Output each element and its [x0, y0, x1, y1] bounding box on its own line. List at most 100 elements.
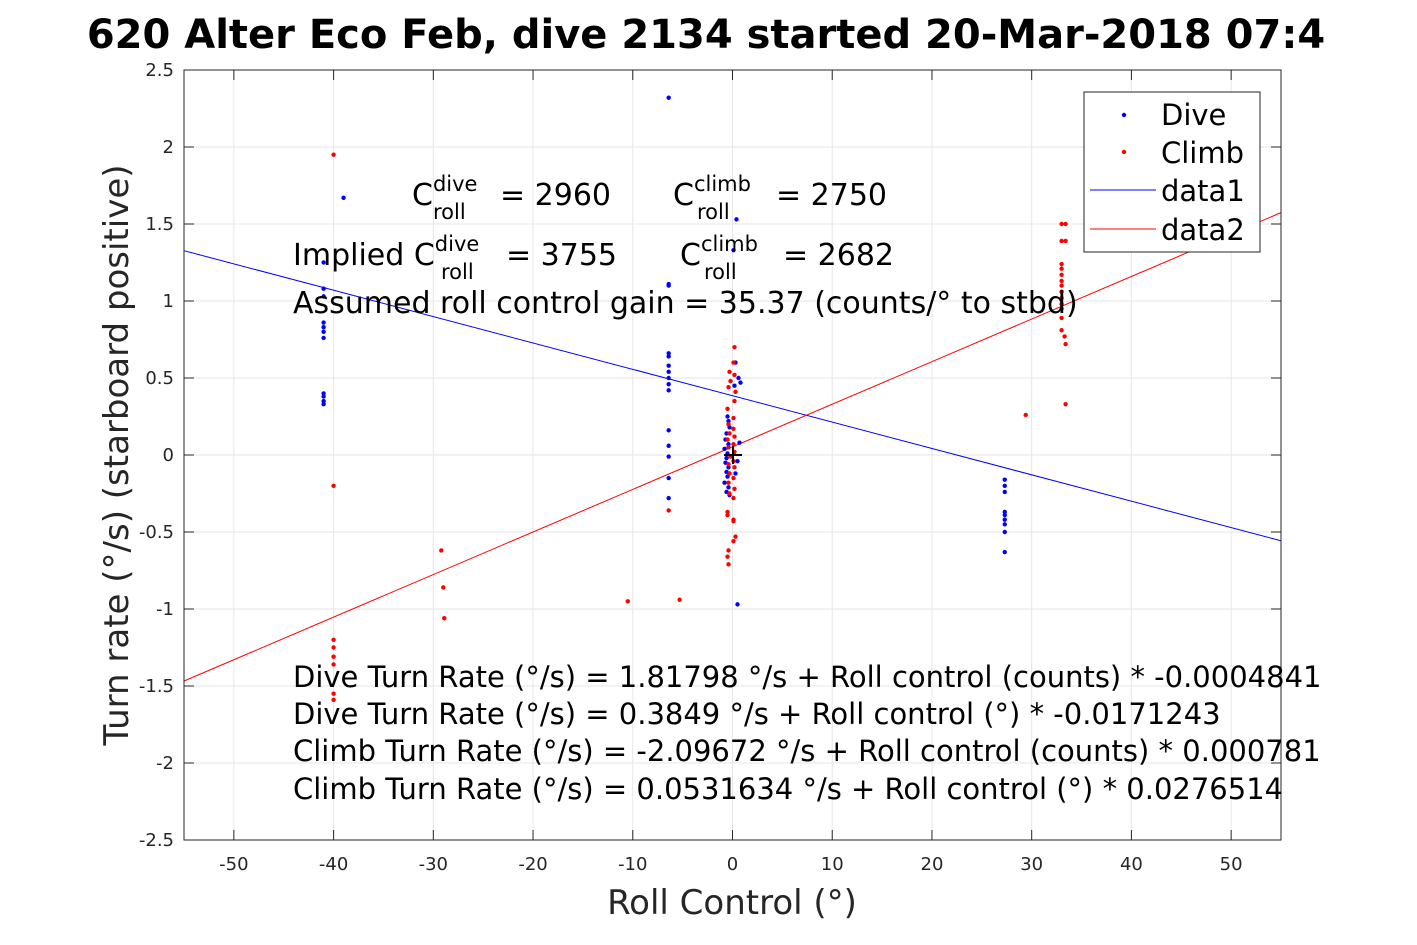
dive-data-point [666, 475, 671, 481]
dive-data-point [666, 369, 671, 375]
dive-data-point [735, 458, 740, 464]
dive-data-point [666, 283, 671, 288]
dive-data-point [726, 485, 731, 490]
dive-data-point [321, 335, 326, 341]
plot-frame [183, 69, 1282, 841]
fit-equation-line: Climb Turn Rate (°/s) = 0.0531634 °/s + … [293, 772, 1283, 806]
dive-data-point [1002, 512, 1007, 518]
x-axis-label: Roll Control (°) [607, 883, 857, 923]
climb-data-point [1059, 278, 1064, 284]
dive-data-point [1002, 483, 1007, 488]
climb-data-point [727, 431, 732, 436]
legend-marker-dive [1121, 112, 1127, 118]
climb-data-point [731, 539, 736, 544]
fit-equation-line: Dive Turn Rate (°/s) = 1.81798 °/s + Rol… [293, 660, 1321, 694]
climb-data-point [732, 398, 737, 404]
climb-data-point [1059, 306, 1064, 311]
y-axis-label: Turn rate (°/s) (starboard positive) [97, 164, 137, 746]
climb-data-point [1059, 221, 1064, 227]
dive-data-point [1002, 489, 1007, 495]
roll-coefficient-annotations: Cdive roll = 2960 Cclimb roll = 2750 Implied… [293, 172, 1078, 321]
x-tick-label: -40 [319, 854, 348, 875]
dive-data-point [666, 95, 671, 100]
x-tick-label: 20 [921, 854, 944, 875]
climb-data-point [1059, 272, 1064, 278]
climb-data-point [442, 616, 447, 621]
y-tick-label: 1 [163, 291, 174, 312]
climb-data-point [331, 645, 336, 650]
dive-data-point [734, 217, 739, 222]
dive-data-point [321, 324, 326, 330]
climb-data-point [731, 415, 736, 421]
dive-data-point [1002, 549, 1007, 555]
axis-ticks: -50 -40 -30 -20 -10 0 10 20 30 40 50-2.5-2-1.5-1-0… [139, 60, 1281, 875]
climb-data-point [331, 483, 336, 488]
dive-data-point [1002, 509, 1007, 515]
climb-data-point [731, 360, 736, 365]
legend-marker-climb [1121, 149, 1127, 155]
dive-data-point [722, 480, 727, 485]
x-tick-label: -50 [219, 854, 248, 875]
dive-data-point [666, 363, 671, 368]
legend-label-dive: Dive [1161, 98, 1226, 132]
climb-data-point [331, 152, 336, 157]
dive-data-point [666, 428, 671, 433]
dive-data-point [321, 286, 326, 291]
climb-data-point [727, 491, 732, 496]
dive-data-point [726, 465, 731, 470]
climb-data-point [731, 519, 736, 524]
climb-data-point [726, 480, 731, 485]
climb-data-point [441, 585, 446, 590]
fit-line-data1 [183, 250, 1282, 542]
data-points [321, 95, 1068, 703]
dive-data-point [321, 294, 326, 299]
dive-data-point [1002, 529, 1007, 535]
climb-data-point [726, 562, 731, 567]
climb-data-point [1059, 315, 1064, 321]
dive-data-point [321, 401, 326, 407]
climb-data-point [1059, 261, 1064, 267]
implied-c-roll-dive-annotation: Implied Cdive roll = 3755 [293, 232, 617, 284]
climb-data-point [732, 345, 737, 350]
dive-data-point [1002, 477, 1007, 482]
climb-data-point [731, 426, 736, 432]
climb-data-point [1059, 295, 1064, 301]
y-tick-label: 0 [163, 445, 174, 466]
dive-data-point [726, 418, 731, 424]
climb-data-point [1059, 328, 1064, 333]
dive-data-point [1002, 517, 1007, 522]
y-tick-label: -1.5 [139, 676, 174, 697]
dive-data-point [1002, 522, 1007, 527]
chart-title: 620 Alter Eco Feb, dive 2134 started 20-… [87, 12, 1325, 58]
x-tick-label: -30 [419, 854, 448, 875]
climb-data-point [1062, 334, 1067, 339]
x-tick-label: 10 [821, 854, 844, 875]
climb-data-point [727, 471, 732, 476]
climb-data-point [726, 445, 731, 450]
climb-data-point [1063, 238, 1068, 244]
climb-data-point [439, 548, 444, 553]
climb-data-point [732, 465, 737, 470]
dive-data-point [666, 388, 671, 393]
climb-data-point [725, 406, 730, 411]
climb-data-point [1059, 289, 1064, 294]
climb-data-point [732, 434, 737, 439]
climb-data-point [331, 697, 336, 703]
x-tick-label: -10 [618, 854, 647, 875]
roll-control-gain-annotation: Assumed roll control gain = 35.37 (count… [293, 286, 1078, 321]
legend-box [1083, 91, 1261, 253]
dive-data-point [722, 446, 727, 452]
climb-data-point [1059, 238, 1064, 244]
dive-data-point [733, 471, 738, 476]
y-tick-label: -0.5 [139, 522, 174, 543]
climb-data-point [1059, 283, 1064, 288]
climb-data-point [1063, 401, 1068, 407]
dive-data-point [737, 440, 742, 445]
climb-data-point [725, 437, 730, 442]
climb-data-point [1059, 301, 1064, 307]
dive-data-point [321, 391, 326, 396]
climb-data-point [725, 554, 730, 559]
climb-data-point [666, 508, 671, 513]
y-tick-label: 1.5 [145, 214, 174, 235]
climb-data-point [731, 495, 736, 501]
